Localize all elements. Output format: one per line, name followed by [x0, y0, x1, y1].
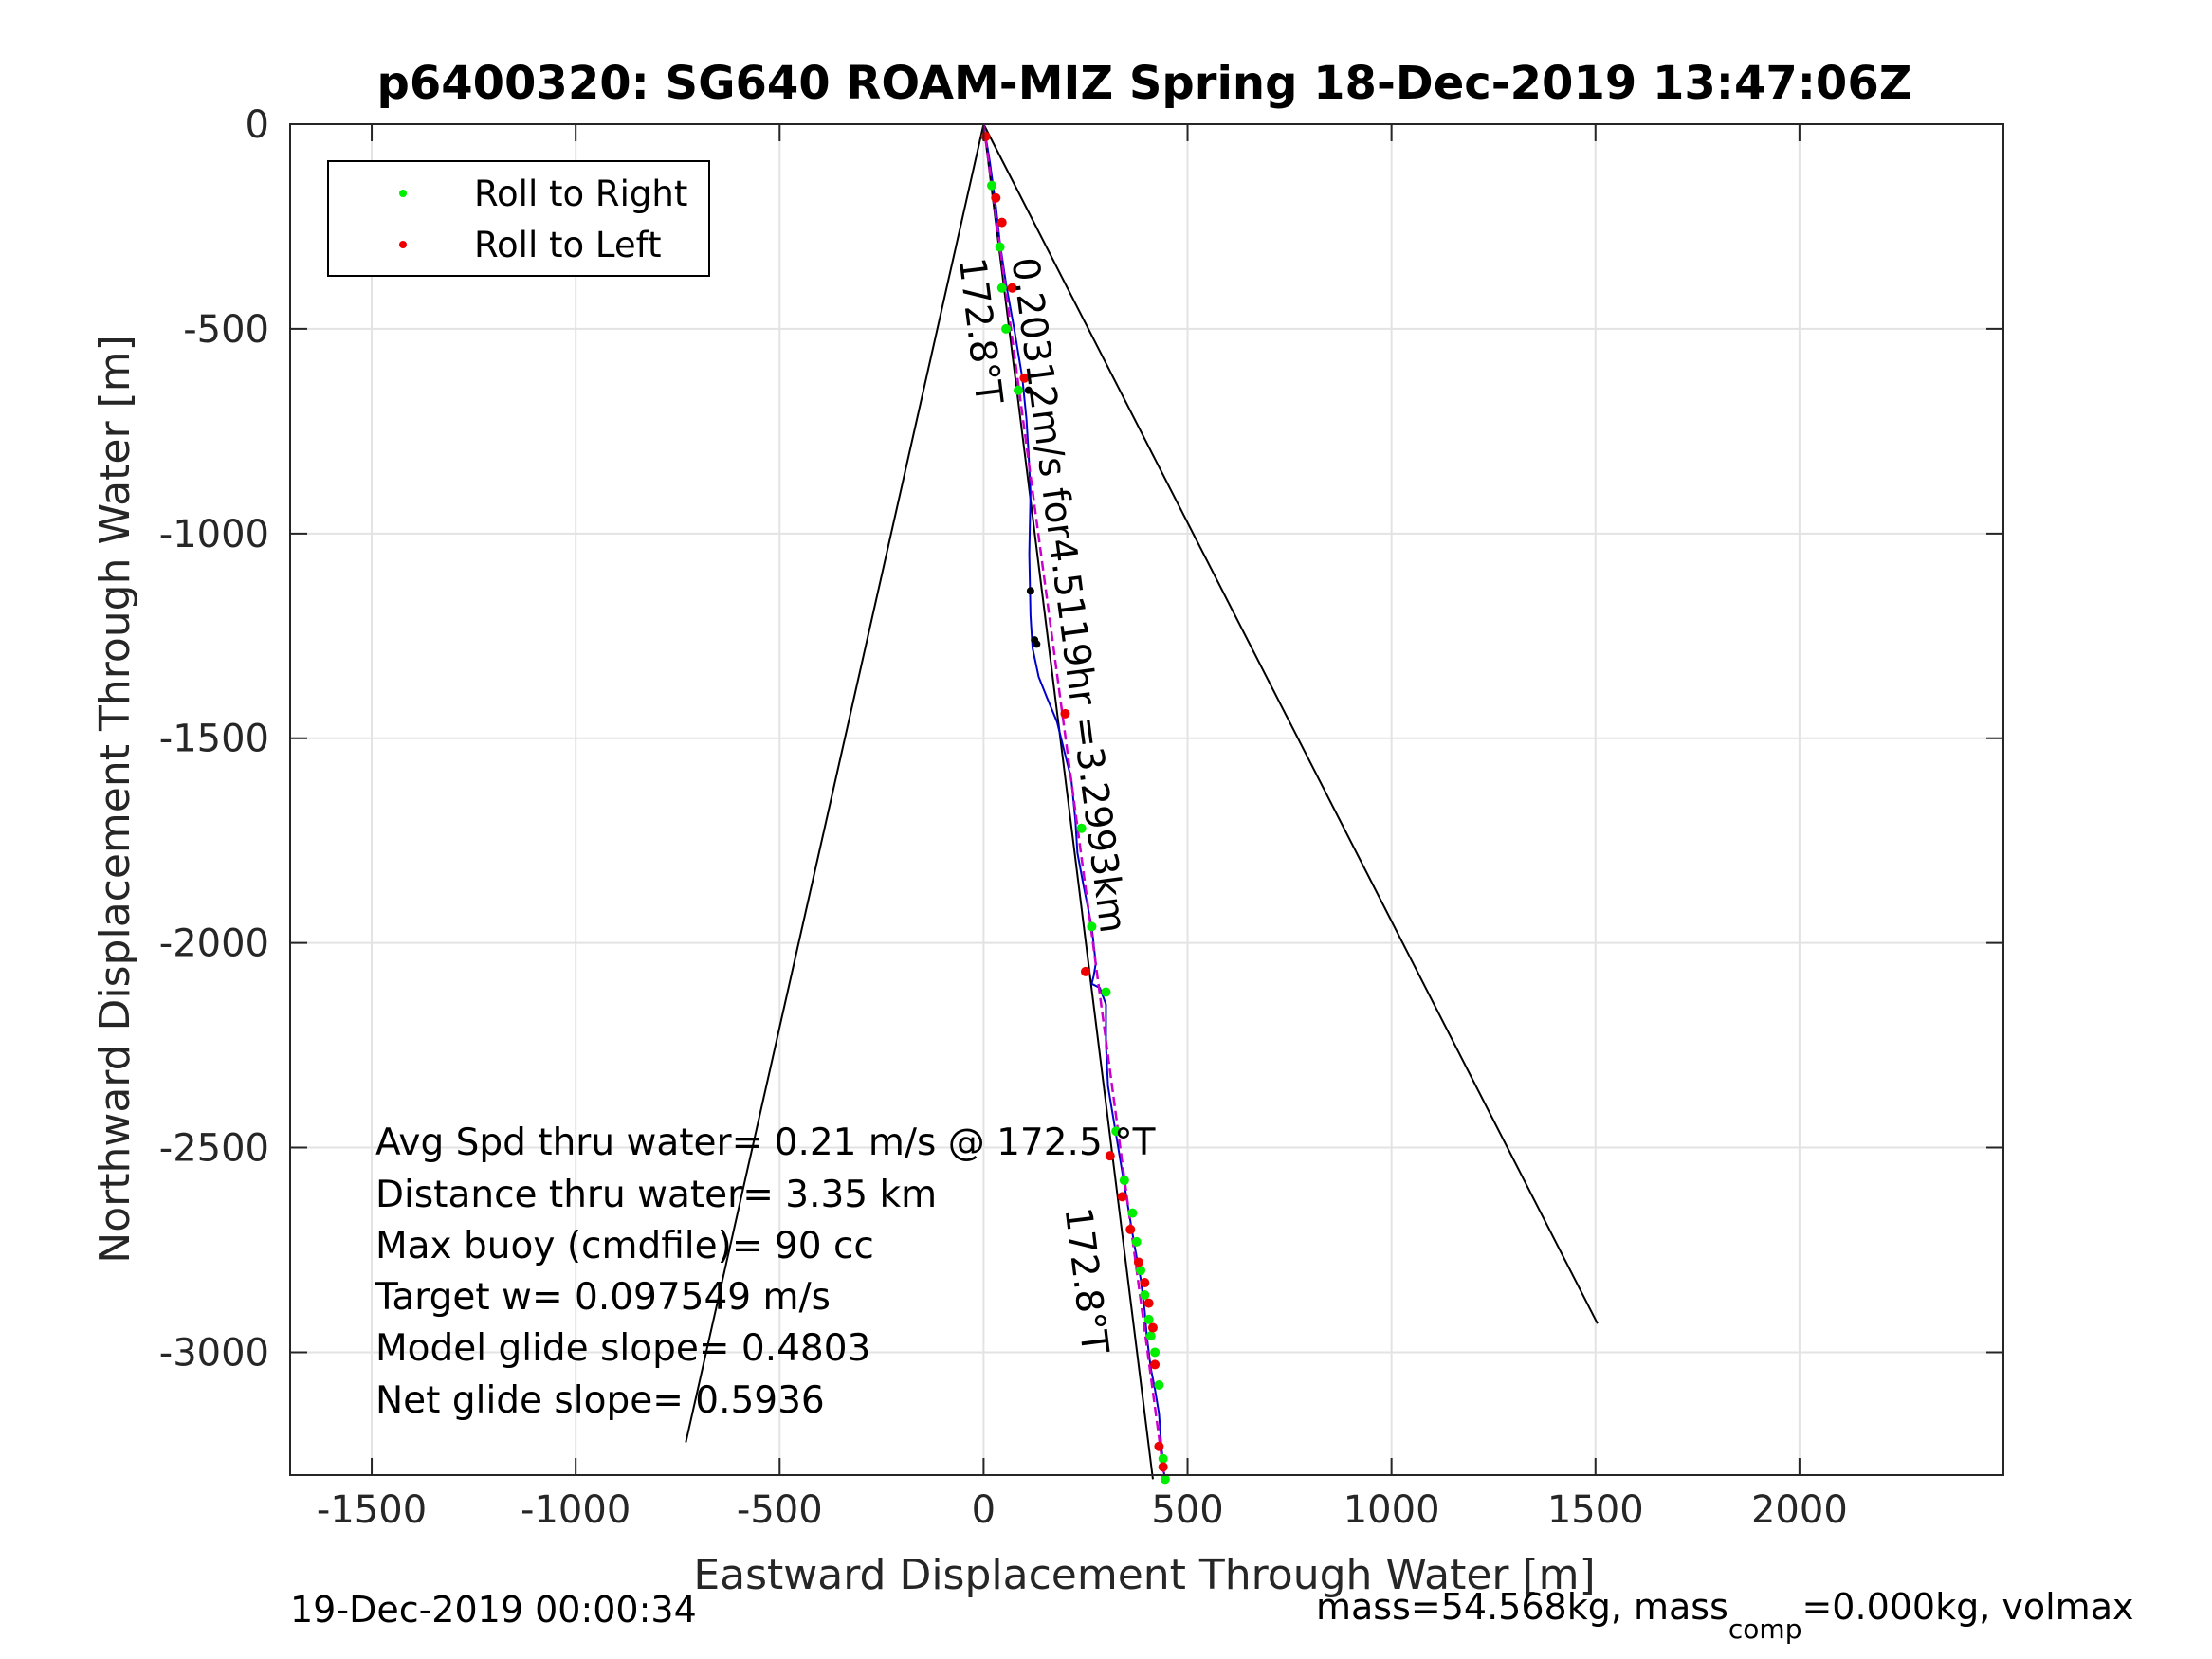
roll-right-point-15	[1145, 1331, 1156, 1341]
x-tick-label-6: 1500	[1547, 1488, 1644, 1532]
x-tick-label-2: -500	[737, 1488, 823, 1532]
y-tick-label-1: -500	[183, 308, 269, 352]
stat-model-glide-slope: Model glide slope= 0.4803	[375, 1327, 870, 1370]
roll-right-point-5	[1076, 823, 1087, 833]
x-axis-label: Eastward Displacement Through Water [m]	[693, 1551, 1595, 1599]
legend: Roll to Right Roll to Left	[327, 160, 710, 277]
roll-right-point-7	[1101, 987, 1111, 997]
roll-right-point-11	[1131, 1236, 1142, 1247]
roll-right-point-17	[1154, 1380, 1164, 1390]
plot-background	[290, 124, 2003, 1475]
roll-points	[980, 131, 1170, 1485]
stat-max-buoy: Max buoy (cmdfile)= 90 cc	[375, 1225, 874, 1267]
grid	[290, 123, 2003, 1475]
axis-ticks: -1500 -1000 -500 0 500 1000 1500 2000 0 -500 -1000…	[159, 103, 2003, 1532]
roll-left-point-14	[1150, 1359, 1161, 1370]
marker-point-1	[1026, 587, 1034, 595]
roll-right-point-9	[1119, 1176, 1129, 1186]
x-tick-label-0: -1500	[317, 1488, 427, 1532]
roll-left-point-8	[1117, 1192, 1127, 1202]
roll-right-point-19	[1160, 1474, 1170, 1485]
x-tick-label-3: 0	[972, 1488, 996, 1532]
roll-right-point-16	[1150, 1347, 1161, 1358]
marker-point-0	[1024, 386, 1033, 394]
reference-line-2	[982, 123, 1154, 1480]
stat-net-glide-slope: Net glide slope= 0.5936	[375, 1379, 825, 1422]
roll-left-point-4	[1019, 373, 1030, 383]
roll-right-point-1	[995, 242, 1005, 252]
footer-mass-subscript: comp	[1728, 1613, 1802, 1645]
x-tick-label-1: -1000	[521, 1488, 631, 1532]
roll-left-point-2	[996, 217, 1007, 228]
roll-right-point-13	[1140, 1290, 1150, 1300]
roll-left-point-6	[1080, 966, 1090, 976]
roll-right-point-14	[1143, 1314, 1154, 1324]
roll-left-point-11	[1140, 1278, 1150, 1288]
legend-roll-right-label: Roll to Right	[474, 173, 687, 214]
y-tick-label-0: 0	[246, 103, 269, 147]
x-tick-label-7: 2000	[1751, 1488, 1848, 1532]
y-tick-label-5: -2500	[159, 1127, 269, 1171]
reference-lines	[685, 123, 1599, 1480]
y-tick-label-4: -2000	[159, 922, 269, 966]
roll-right-point-10	[1127, 1208, 1138, 1218]
marker-point-3	[1033, 640, 1041, 648]
y-axis-label: Northward Displacement Through Water [m]	[91, 335, 139, 1263]
roll-right-point-6	[1087, 921, 1097, 932]
reference-line-1	[982, 123, 1599, 1324]
roll-left-point-16	[1158, 1462, 1168, 1472]
footer-timestamp: 19-Dec-2019 00:00:34	[290, 1589, 697, 1631]
footer-mass-info: mass=54.568kg, masscomp=0.000kg, volmax	[1316, 1586, 2133, 1645]
roll-right-point-0	[987, 180, 997, 191]
roll-left-point-0	[980, 131, 991, 141]
roll-left-point-10	[1133, 1257, 1143, 1267]
stat-distance: Distance thru water= 3.35 km	[375, 1174, 937, 1216]
reference-line-0	[685, 123, 985, 1443]
y-tick-label-6: -3000	[159, 1331, 269, 1375]
legend-box	[327, 160, 710, 277]
roll-left-point-9	[1125, 1224, 1136, 1234]
y-tick-label-3: -1500	[159, 718, 269, 761]
roll-right-point-18	[1158, 1453, 1168, 1464]
roll-left-point-5	[1060, 708, 1070, 719]
x-tick-label-4: 500	[1151, 1488, 1223, 1532]
footer-mass-prefix: mass=54.568kg, mass	[1316, 1586, 1728, 1628]
stat-avg-speed: Avg Spd thru water= 0.21 m/s @ 172.5 °T	[375, 1121, 1156, 1164]
roll-right-point-12	[1136, 1266, 1146, 1276]
y-tick-label-2: -1000	[159, 513, 269, 556]
stat-target-w: Target w= 0.097549 m/s	[375, 1276, 831, 1319]
roll-right-point-8	[1111, 1126, 1122, 1137]
footer-mass-suffix: =0.000kg, volmax	[1801, 1586, 2133, 1628]
roll-right-point-4	[1013, 385, 1023, 395]
roll-left-point-12	[1143, 1298, 1154, 1308]
roll-left-point-7	[1105, 1151, 1115, 1161]
roll-left-point-13	[1147, 1322, 1158, 1333]
roll-right-point-2	[996, 283, 1007, 293]
chart-title: p6400320: SG640 ROAM-MIZ Spring 18-Dec-2…	[376, 57, 1911, 110]
plot-frame	[289, 123, 2004, 1476]
roll-right-point-3	[1001, 323, 1012, 334]
x-tick-label-5: 1000	[1344, 1488, 1440, 1532]
legend-roll-left-marker	[399, 241, 407, 248]
series-line-heading-line	[982, 123, 1167, 1484]
roll-left-point-3	[1007, 283, 1017, 293]
roll-left-point-1	[991, 192, 1001, 203]
legend-roll-left-label: Roll to Left	[474, 225, 662, 265]
legend-roll-right-marker	[399, 190, 407, 197]
roll-left-point-15	[1154, 1441, 1164, 1451]
